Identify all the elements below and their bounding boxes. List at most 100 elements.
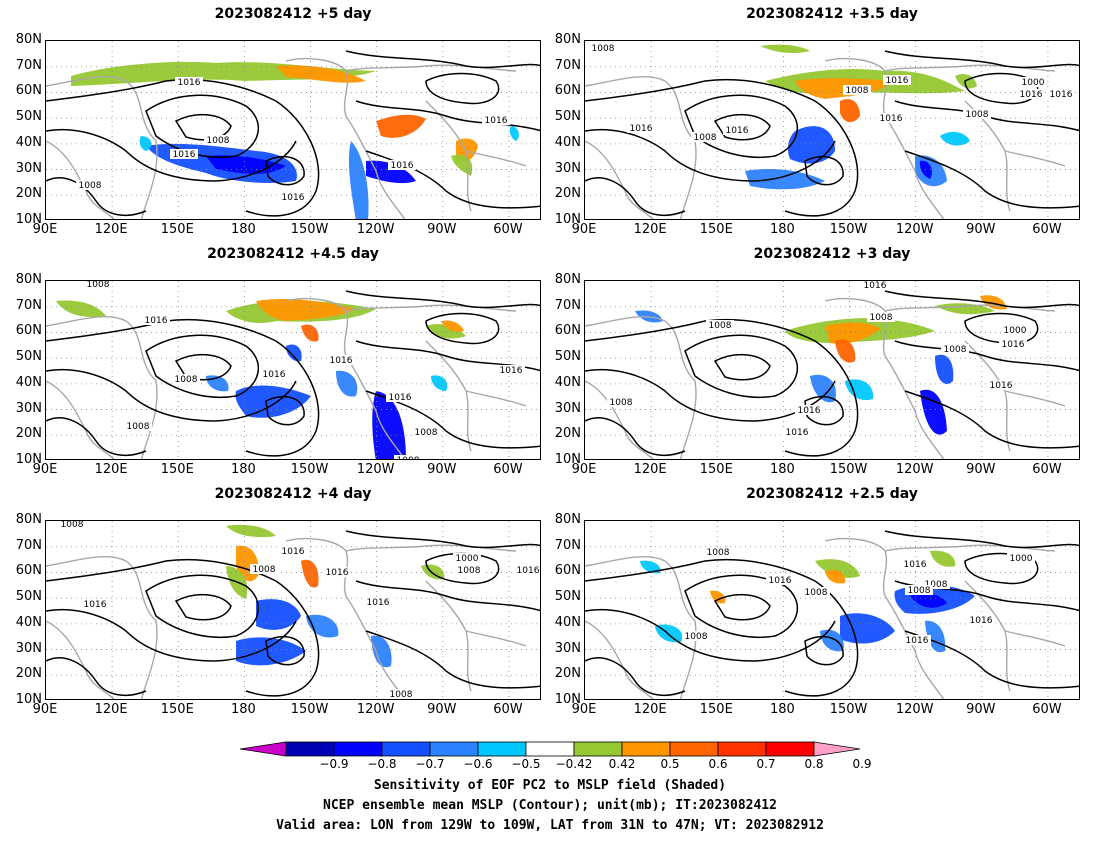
colorbar-segment	[429, 741, 479, 757]
latitude-label: 80N	[554, 512, 581, 527]
mslp-contour	[585, 558, 859, 697]
contour-label: 1016	[990, 381, 1013, 391]
coastline	[585, 316, 697, 459]
longitude-label: 120E	[633, 222, 667, 237]
sensitivity-shading	[787, 126, 835, 164]
contour-label: 1016	[630, 124, 653, 134]
contour-label: 1016	[904, 560, 927, 570]
latitude-label: 80N	[15, 512, 42, 527]
mslp-contour	[365, 630, 540, 689]
contour-label: 1016	[1020, 90, 1043, 100]
sensitivity-shading	[276, 65, 366, 83]
latitude-label: 30N	[554, 160, 581, 176]
longitude-label: 90W	[966, 702, 996, 717]
sensitivity-shading	[509, 126, 519, 141]
longitude-label: 120E	[94, 702, 128, 717]
latitude-label: 20N	[554, 186, 581, 202]
contour-label: 1016	[326, 568, 349, 578]
longitude-label: 120W	[895, 462, 934, 477]
contour-label: 1000	[1010, 554, 1033, 564]
sensitivity-shading	[940, 131, 970, 146]
longitude-label: 90E	[571, 702, 597, 717]
colorbar-tick-label: 0.42	[608, 757, 636, 771]
sensitivity-shading	[745, 169, 825, 190]
latitude-label: 50N	[554, 349, 581, 365]
contour-label: 1016	[500, 366, 523, 376]
coastline	[585, 556, 697, 699]
panel-title: 2023082412 +3 day	[753, 246, 911, 262]
coastline	[1004, 150, 1066, 167]
longitude-label: 120W	[356, 462, 395, 477]
colorbar-arrow-high	[813, 741, 860, 757]
sensitivity-shading	[301, 559, 319, 588]
panel-title: 2023082412 +2.5 day	[746, 486, 918, 502]
latitude-label: 50N	[554, 589, 581, 605]
longitude-label: 90E	[571, 222, 597, 237]
mslp-contour	[684, 334, 799, 399]
map-canvas: 1008 1016 1008 1016 1008 1000 1016 1008 1016 1008	[585, 521, 1079, 699]
sensitivity-shading	[840, 613, 895, 644]
coastline	[285, 538, 406, 699]
colorbar-tick-label: 0.5	[660, 757, 680, 771]
mslp-contour	[174, 594, 232, 621]
latitude-label: 20N	[15, 666, 42, 682]
longitude-label: 120E	[633, 462, 667, 477]
latitude-label: 80N	[554, 32, 581, 47]
contour-label: 1008	[175, 375, 198, 385]
contour-label: 1008	[709, 321, 732, 331]
mslp-contour	[585, 657, 686, 697]
colorbar-segment	[333, 741, 383, 757]
latitude-label: 30N	[15, 640, 42, 656]
colorbar-segment	[669, 741, 719, 757]
mslp-contour	[884, 50, 1079, 69]
latitude-label: 20N	[15, 186, 42, 202]
coastline	[1004, 390, 1066, 407]
latitude-label: 60N	[15, 83, 42, 99]
map-plot: 1016 1008 1008 1000 1016 1008 1016 1008 1016 1016	[584, 280, 1080, 460]
contour-label: 1016	[178, 78, 201, 88]
sensitivity-shading	[835, 339, 856, 363]
coastline	[46, 556, 158, 699]
sensitivity-shading	[371, 635, 392, 668]
latitude-label: 70N	[15, 537, 42, 553]
latitude-label: 60N	[554, 563, 581, 579]
mslp-contour	[46, 417, 147, 457]
mslp-contour	[585, 78, 859, 217]
coastline	[46, 140, 115, 219]
longitude-label: 150W	[829, 702, 868, 717]
contour-label: 1008	[253, 565, 276, 575]
contour-label: 1008	[966, 110, 989, 120]
longitude-label: 120E	[633, 702, 667, 717]
contour-label: 1000	[1004, 326, 1027, 336]
mslp-contour	[46, 318, 320, 457]
latitude-label: 50N	[554, 109, 581, 125]
mslp-contour	[713, 354, 771, 381]
mslp-contour	[46, 657, 147, 697]
mslp-contour	[345, 530, 540, 549]
colorbar-tick-label: −0.7	[415, 757, 445, 771]
longitude-label: 150E	[160, 462, 194, 477]
mslp-contour	[713, 594, 771, 621]
map-plot: 1008 1016 1016 1008 1016 1008 1016 1008 1016 1008	[45, 280, 541, 460]
sensitivity-shading	[286, 344, 302, 362]
latitude-label: 60N	[15, 323, 42, 339]
sensitivity-shading	[441, 320, 464, 332]
coastline	[345, 304, 517, 312]
mslp-contour	[145, 334, 260, 399]
contour-label: 1000	[456, 554, 479, 564]
mslp-contour	[355, 100, 540, 132]
contour-label: 1016	[1002, 340, 1025, 350]
contour-label: 1008	[61, 521, 84, 530]
sensitivity-shading	[376, 114, 426, 138]
contour-label: 1016	[864, 281, 887, 291]
coastline	[46, 620, 115, 699]
colorbar-segment	[621, 741, 671, 757]
coastline	[585, 620, 654, 699]
latitude-label: 20N	[554, 426, 581, 442]
latitude-label: 70N	[15, 297, 42, 313]
mslp-contour	[585, 318, 859, 457]
contour-label: 1016	[906, 636, 929, 646]
contour-label: 1016	[282, 547, 305, 557]
colorbar-segment	[381, 741, 431, 757]
colorbar-tick-label: 0.9	[852, 757, 872, 771]
